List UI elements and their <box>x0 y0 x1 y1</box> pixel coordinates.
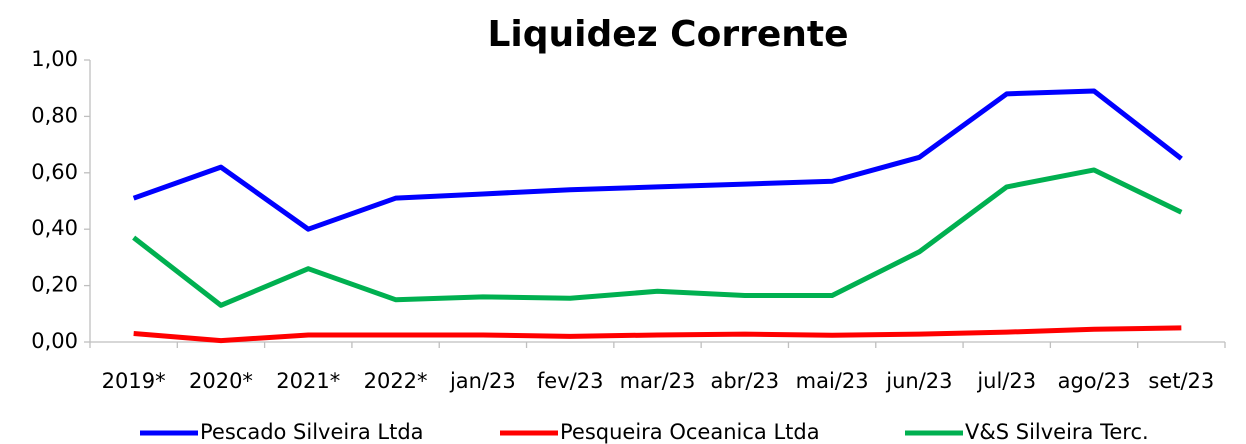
x-tick-label: 2021* <box>276 369 340 393</box>
x-tick-label: ago/23 <box>1058 369 1131 393</box>
x-tick-label: 2019* <box>102 369 166 393</box>
x-tick-label: mai/23 <box>796 369 869 393</box>
line-series <box>133 325 1182 344</box>
line-series <box>132 167 1183 308</box>
x-tick-label: set/23 <box>1148 369 1214 393</box>
x-tick-label: jul/23 <box>976 369 1036 393</box>
x-tick-label: mar/23 <box>620 369 696 393</box>
y-tick-label: 0,20 <box>31 273 78 297</box>
y-tick-label: 0,00 <box>31 329 78 353</box>
x-tick-label: jun/23 <box>885 369 952 393</box>
x-tick-label: 2022* <box>364 369 428 393</box>
legend-label: Pescado Silveira Ltda <box>200 420 424 444</box>
x-tick-label: fev/23 <box>537 369 604 393</box>
x-tick-label: abr/23 <box>710 369 779 393</box>
y-tick-label: 0,60 <box>31 160 78 184</box>
y-tick-label: 0,80 <box>31 103 78 127</box>
line-series <box>132 88 1183 232</box>
legend-label: Pesqueira Oceanica Ltda <box>560 420 820 444</box>
y-tick-label: 0,40 <box>31 216 78 240</box>
chart-title: Liquidez Corrente <box>487 14 848 55</box>
x-tick-label: jan/23 <box>449 369 516 393</box>
x-tick-label: 2020* <box>189 369 253 393</box>
y-tick-label: 1,00 <box>31 47 78 71</box>
legend-label: V&S Silveira Terc. <box>965 420 1149 444</box>
